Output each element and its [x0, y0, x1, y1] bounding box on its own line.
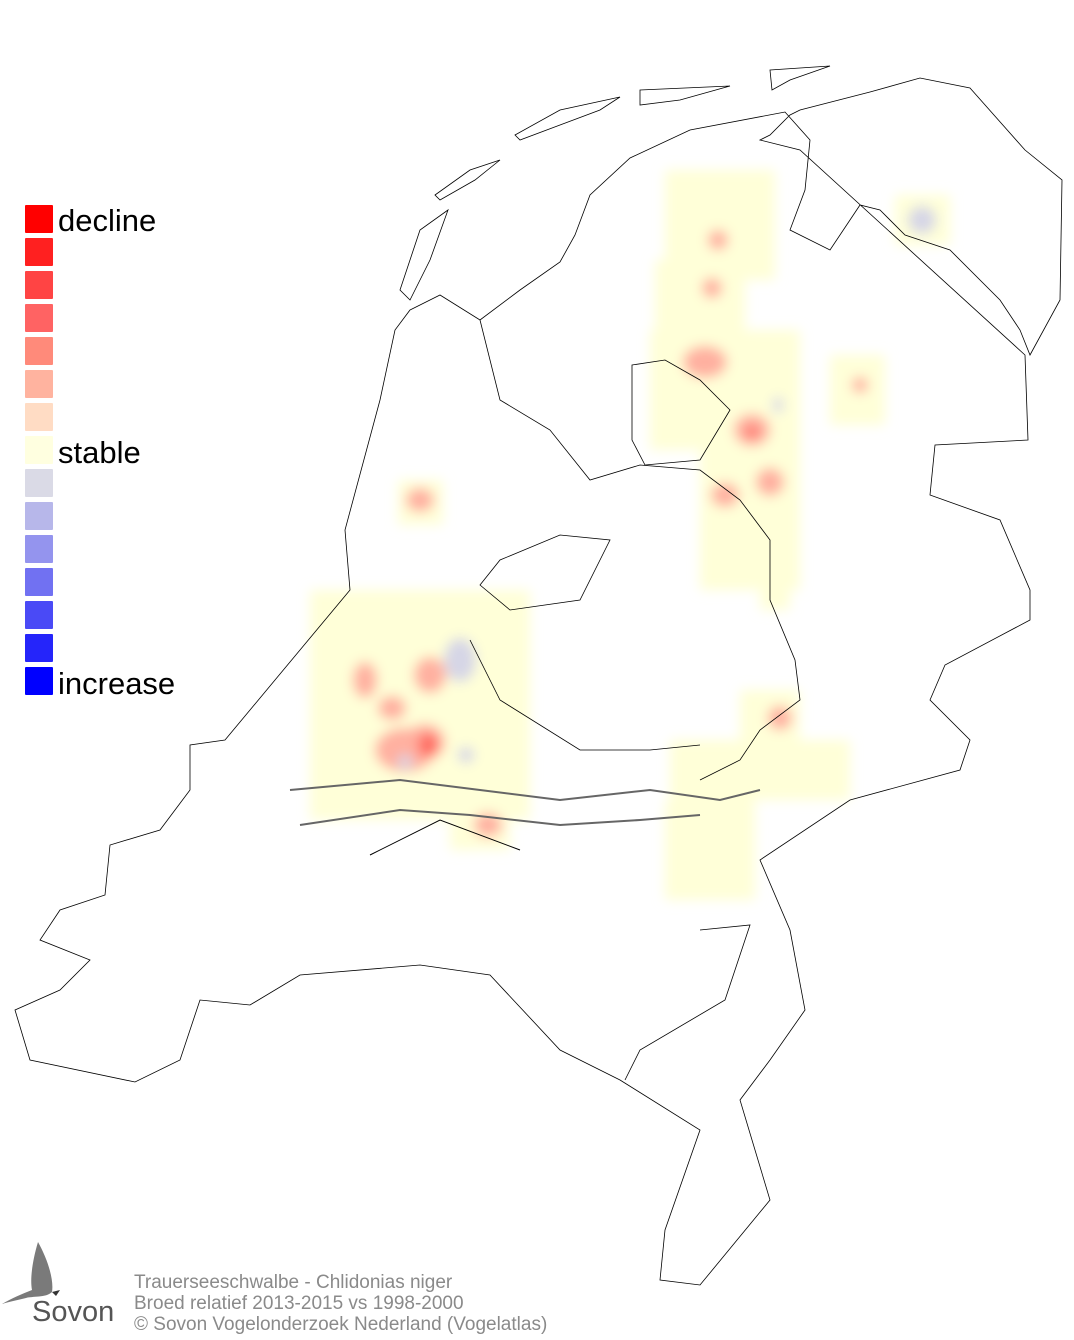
country-outline — [14, 65, 1063, 1286]
legend-swatch-decline-1 — [25, 403, 53, 431]
copyright: © Sovon Vogelonderzoek Nederland (Vogela… — [134, 1314, 548, 1335]
legend-swatch-decline-2 — [25, 370, 53, 398]
legend-swatch-increase-1 — [25, 469, 53, 497]
comparison-period: Broed relatief 2013-2015 vs 1998-2000 — [134, 1293, 464, 1314]
species-name: Trauerseeschwalbe - Chlidonias niger — [134, 1272, 453, 1293]
legend-swatch-increase-4 — [25, 568, 53, 596]
legend-swatch-increase-2 — [25, 502, 53, 530]
legend-swatch-decline-4 — [25, 304, 53, 332]
footer-caption: Trauerseeschwalbe - Chlidonias niger Bro… — [134, 1272, 547, 1335]
legend-swatch-decline-7 — [25, 205, 53, 233]
trend-heatmap — [310, 170, 950, 900]
legend-swatch-increase-6 — [25, 634, 53, 662]
legend-swatch-increase-7 — [25, 667, 53, 695]
legend-swatch-increase-3 — [25, 535, 53, 563]
logo-text: Sovon — [32, 1296, 115, 1328]
legend-swatch-increase-5 — [25, 601, 53, 629]
legend-swatch-decline-5 — [25, 271, 53, 299]
legend-swatch-decline-3 — [25, 337, 53, 365]
swallow-logo-icon — [2, 1242, 60, 1304]
legend-label-stable: stable — [58, 435, 141, 470]
legend-label-increase: increase — [58, 666, 176, 701]
legend-swatch-decline-6 — [25, 238, 53, 266]
legend-swatch-stable — [25, 436, 53, 464]
legend-label-decline: decline — [58, 203, 157, 238]
